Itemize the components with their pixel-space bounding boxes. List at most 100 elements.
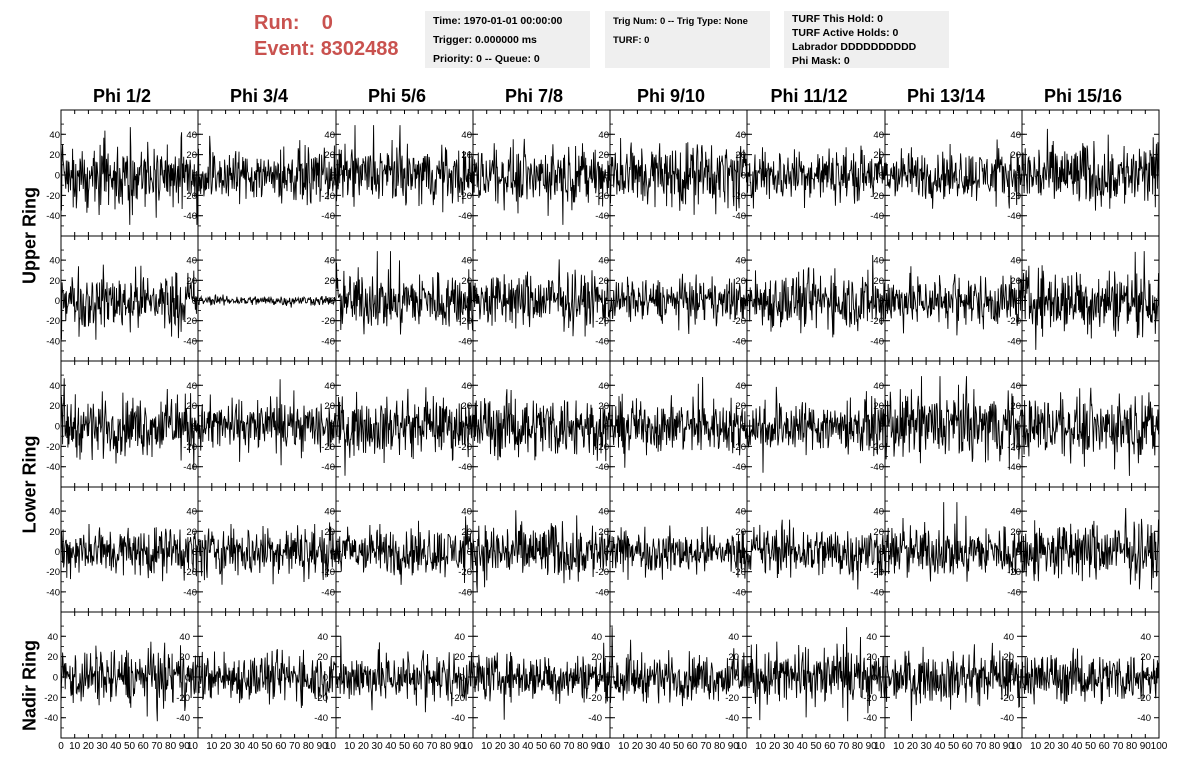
y-tick-label: 40 — [735, 381, 746, 392]
y-tick-label: -40 — [732, 587, 746, 598]
y-tick-label: 20 — [186, 401, 197, 412]
y-tick-label: -20 — [732, 316, 746, 327]
y-tick-label: -20 — [321, 191, 335, 202]
y-tick-label: 0 — [879, 171, 884, 182]
x-tick-label: 50 — [673, 741, 685, 752]
y-tick-label: -20 — [870, 316, 884, 327]
turf-text: TURF: 0 — [613, 35, 650, 46]
y-tick-label: -20 — [1007, 191, 1021, 202]
waveform-trace-r3-c2 — [335, 516, 474, 585]
waveform-trace-r4-c6 — [884, 642, 1023, 722]
x-tick-label: 40 — [1071, 741, 1083, 752]
x-tick-label: 40 — [385, 741, 397, 752]
x-tick-label: 90 — [1140, 741, 1152, 752]
x-tick-label: 20 — [907, 741, 919, 752]
y-tick-label: -40 — [732, 211, 746, 222]
y-tick-label: 40 — [598, 507, 609, 518]
y-tick-label: -20 — [183, 442, 197, 453]
y-tick-label: 40 — [1003, 632, 1014, 643]
y-tick-label: -20 — [595, 567, 609, 578]
y-tick-label: -40 — [870, 587, 884, 598]
y-tick-label: -40 — [321, 462, 335, 473]
y-tick-label: -20 — [314, 693, 328, 704]
y-tick-label: 0 — [192, 547, 197, 558]
y-tick-label: 20 — [598, 276, 609, 287]
x-tick-label: 70 — [151, 741, 163, 752]
x-tick-label: 40 — [522, 741, 534, 752]
x-tick-label: 80 — [303, 741, 315, 752]
x-tick-label: 50 — [1085, 741, 1097, 752]
y-tick-label: 20 — [598, 527, 609, 538]
waveform-trace-r0-c3 — [472, 138, 611, 225]
y-tick-label: -20 — [732, 567, 746, 578]
y-tick-label: 0 — [467, 296, 472, 307]
y-tick-label: -40 — [458, 211, 472, 222]
trig-num-text: Trig Num: 0 -- Trig Type: None — [613, 16, 748, 27]
y-tick-label: -40 — [46, 587, 60, 598]
x-tick-label: 30 — [646, 741, 658, 752]
y-tick-label: 20 — [873, 527, 884, 538]
waveform-trace-r3-c7 — [1021, 507, 1160, 590]
y-tick-label: -20 — [595, 442, 609, 453]
x-tick-label: 10 — [1011, 741, 1023, 752]
waveform-trace-r0-c2 — [335, 125, 474, 213]
y-tick-label: -20 — [1137, 693, 1151, 704]
x-tick-label: 80 — [989, 741, 1001, 752]
time-text: Time: 1970-01-01 00:00:00 — [433, 15, 563, 27]
y-tick-label: -20 — [595, 316, 609, 327]
x-tick-label: 30 — [1058, 741, 1070, 752]
y-tick-label: 20 — [324, 401, 335, 412]
x-tick-label: 80 — [1126, 741, 1138, 752]
y-tick-label: -40 — [321, 211, 335, 222]
y-tick-label: 20 — [49, 527, 60, 538]
turf-this-hold-text: TURF This Hold: 0 — [792, 13, 883, 25]
y-tick-label: 20 — [461, 401, 472, 412]
y-tick-label: 20 — [866, 652, 877, 663]
x-tick-label: 50 — [124, 741, 136, 752]
y-tick-label: -40 — [176, 713, 190, 724]
x-tick-label: 30 — [234, 741, 246, 752]
y-tick-label: -40 — [870, 462, 884, 473]
y-tick-label: -20 — [725, 693, 739, 704]
waveform-trace-r2-c3 — [472, 389, 611, 462]
y-tick-label: 20 — [186, 276, 197, 287]
waveform-trace-r4-c2 — [335, 636, 474, 713]
waveform-trace-r2-c1 — [197, 379, 337, 466]
y-tick-label: -40 — [595, 336, 609, 347]
y-tick-label: -20 — [176, 693, 190, 704]
y-tick-label: 20 — [461, 527, 472, 538]
column-title-phi-7-8: Phi 7/8 — [504, 86, 564, 106]
y-tick-label: 20 — [324, 527, 335, 538]
y-tick-label: 0 — [192, 296, 197, 307]
waveform-trace-r4-c4 — [609, 627, 748, 707]
y-tick-label: 40 — [591, 632, 602, 643]
waveform-trace-r4-c3 — [472, 642, 611, 720]
x-tick-label: 10 — [755, 741, 767, 752]
x-tick-label: 10 — [325, 741, 337, 752]
y-tick-label: 40 — [186, 256, 197, 267]
y-tick-label: 40 — [179, 632, 190, 643]
x-tick-label: 30 — [97, 741, 109, 752]
y-tick-label: 20 — [1010, 401, 1021, 412]
column-title-phi-3-4: Phi 3/4 — [229, 86, 289, 106]
waveform-trace-r1-c2 — [335, 251, 474, 335]
y-tick-label: -40 — [588, 713, 602, 724]
y-tick-label: 20 — [49, 150, 60, 161]
y-tick-label: 0 — [53, 673, 58, 684]
y-tick-label: 40 — [186, 381, 197, 392]
y-tick-label: -20 — [46, 442, 60, 453]
y-tick-label: -20 — [321, 316, 335, 327]
y-tick-label: 0 — [55, 547, 60, 558]
waveform-trace-r2-c0 — [60, 378, 199, 470]
trigger-text: Trigger: 0.000000 ms — [433, 34, 537, 46]
x-tick-label: 30 — [921, 741, 933, 752]
y-tick-label: 0 — [604, 547, 609, 558]
x-tick-label: 20 — [495, 741, 507, 752]
x-tick-label: 60 — [962, 741, 974, 752]
y-tick-label: -20 — [732, 442, 746, 453]
y-tick-label: 20 — [317, 652, 328, 663]
y-tick-label: 40 — [873, 130, 884, 141]
y-tick-label: 0 — [1016, 547, 1021, 558]
x-tick-label: 50 — [399, 741, 411, 752]
y-tick-label: -40 — [458, 462, 472, 473]
